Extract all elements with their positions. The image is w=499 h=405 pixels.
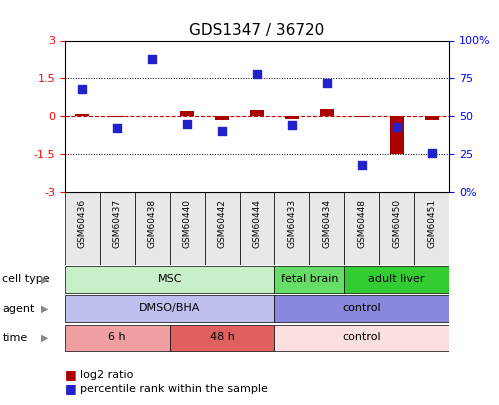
Text: ▶: ▶	[41, 275, 49, 284]
Bar	[390, 116, 404, 154]
Bar	[344, 266, 449, 292]
Bar	[285, 116, 299, 119]
Bar	[100, 192, 135, 265]
Bar	[135, 192, 170, 265]
Bar	[274, 296, 449, 322]
Text: 6 h: 6 h	[108, 332, 126, 342]
Bar	[65, 266, 274, 292]
Bar	[65, 296, 274, 322]
Text: control: control	[342, 332, 381, 342]
Text: GSM60442: GSM60442	[218, 199, 227, 248]
Bar	[274, 192, 309, 265]
Text: agent: agent	[2, 304, 35, 313]
Point	[393, 124, 401, 130]
Bar	[180, 111, 194, 116]
Bar	[274, 325, 449, 351]
Text: GSM60440: GSM60440	[183, 199, 192, 248]
Text: GSM60450: GSM60450	[392, 199, 401, 248]
Bar	[75, 114, 89, 116]
Text: MSC: MSC	[157, 274, 182, 284]
Text: ■: ■	[65, 368, 77, 381]
Bar	[110, 116, 124, 117]
Bar	[414, 192, 449, 265]
Text: GSM60434: GSM60434	[322, 199, 331, 248]
Bar	[320, 109, 334, 116]
Point	[253, 70, 261, 77]
Point	[428, 149, 436, 156]
Text: 48 h: 48 h	[210, 332, 235, 342]
Bar	[309, 192, 344, 265]
Text: GSM60444: GSM60444	[252, 199, 261, 248]
Point	[323, 80, 331, 86]
Bar	[274, 266, 344, 292]
Text: GSM60433: GSM60433	[287, 199, 296, 248]
Bar	[205, 192, 240, 265]
Text: GSM60436: GSM60436	[78, 199, 87, 248]
Text: GSM60448: GSM60448	[357, 199, 366, 248]
Text: GSM60438: GSM60438	[148, 199, 157, 248]
Bar	[425, 116, 439, 120]
Bar	[170, 325, 274, 351]
Text: cell type: cell type	[2, 275, 50, 284]
Text: percentile rank within the sample: percentile rank within the sample	[80, 384, 268, 394]
Point	[218, 128, 226, 134]
Title: GDS1347 / 36720: GDS1347 / 36720	[189, 23, 325, 38]
Text: time: time	[2, 333, 28, 343]
Bar	[170, 192, 205, 265]
Bar	[65, 192, 100, 265]
Text: ▶: ▶	[41, 304, 49, 313]
Point	[183, 121, 191, 127]
Text: ▶: ▶	[41, 333, 49, 343]
Text: GSM60437: GSM60437	[113, 199, 122, 248]
Point	[148, 55, 156, 62]
Text: fetal brain: fetal brain	[280, 274, 338, 284]
Point	[288, 122, 296, 128]
Text: adult liver: adult liver	[368, 274, 425, 284]
Text: log2 ratio: log2 ratio	[80, 370, 133, 379]
Bar	[65, 325, 170, 351]
Text: control: control	[342, 303, 381, 313]
Point	[358, 162, 366, 168]
Bar	[215, 116, 229, 120]
Text: DMSO/BHA: DMSO/BHA	[139, 303, 200, 313]
Bar	[355, 116, 369, 117]
Bar	[344, 192, 379, 265]
Bar	[379, 192, 414, 265]
Bar	[250, 110, 264, 116]
Point	[113, 125, 121, 132]
Point	[78, 86, 86, 92]
Text: GSM60451: GSM60451	[427, 199, 436, 248]
Bar	[240, 192, 274, 265]
Text: ■: ■	[65, 382, 77, 395]
